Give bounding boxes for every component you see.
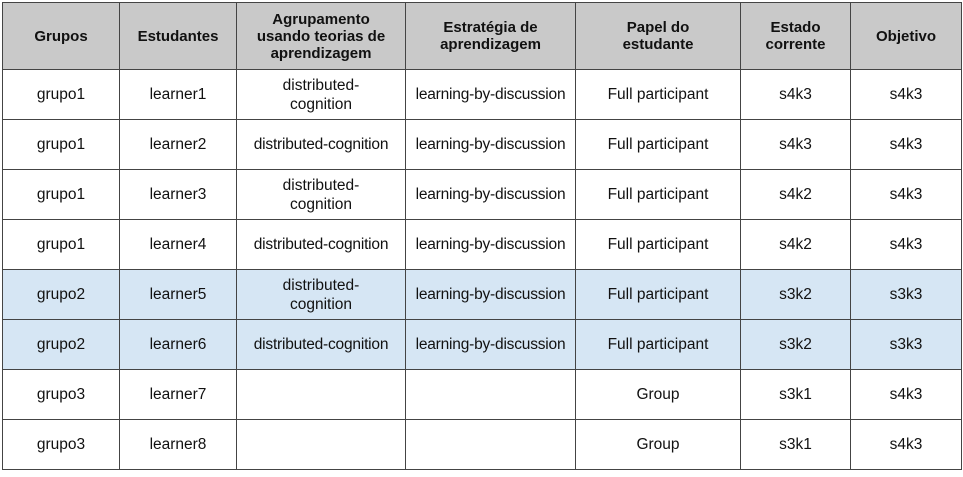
cell-estudante: learner7 xyxy=(119,369,237,420)
cell-objetivo: s4k3 xyxy=(850,69,962,120)
cell-estudante: learner5 xyxy=(119,269,237,320)
cell-estrategia: learning-by-discussion xyxy=(405,69,576,120)
header-objetivo: Objetivo xyxy=(850,2,962,70)
cell-estado: s3k1 xyxy=(740,369,851,420)
cell-grupo: grupo2 xyxy=(2,269,120,320)
header-estado: Estado corrente xyxy=(740,2,851,70)
cell-estudante: learner3 xyxy=(119,169,237,220)
cell-objetivo: s4k3 xyxy=(850,219,962,270)
cell-estrategia xyxy=(405,369,576,420)
header-row: Grupos Estudantes Agrupamento usando teo… xyxy=(2,2,962,70)
cell-estudante: learner4 xyxy=(119,219,237,270)
cell-estrategia: learning-by-discussion xyxy=(405,219,576,270)
cell-estado: s4k3 xyxy=(740,69,851,120)
cell-estrategia: learning-by-discussion xyxy=(405,119,576,170)
cell-grupo: grupo1 xyxy=(2,219,120,270)
cell-papel: Full participant xyxy=(575,219,741,270)
cell-grupo: grupo1 xyxy=(2,119,120,170)
cell-papel: Full participant xyxy=(575,169,741,220)
cell-papel: Full participant xyxy=(575,69,741,120)
cell-agrupamento xyxy=(236,369,406,420)
cell-estudante: learner2 xyxy=(119,119,237,170)
header-grupos: Grupos xyxy=(2,2,120,70)
table-row-highlighted: grupo2 learner5 distributed-cognition le… xyxy=(2,269,962,320)
table-header: Grupos Estudantes Agrupamento usando teo… xyxy=(2,2,962,70)
header-estudantes: Estudantes xyxy=(119,2,237,70)
cell-estrategia: learning-by-discussion xyxy=(405,169,576,220)
cell-grupo: grupo1 xyxy=(2,169,120,220)
cell-objetivo: s4k3 xyxy=(850,119,962,170)
cell-grupo: grupo3 xyxy=(2,369,120,420)
header-estrategia: Estratégia de aprendizagem xyxy=(405,2,576,70)
cell-grupo: grupo1 xyxy=(2,69,120,120)
cell-objetivo: s4k3 xyxy=(850,419,962,470)
cell-estrategia: learning-by-discussion xyxy=(405,269,576,320)
cell-papel: Group xyxy=(575,419,741,470)
table-row: grupo1 learner4 distributed-cognition le… xyxy=(2,219,962,270)
cell-estado: s4k2 xyxy=(740,169,851,220)
cell-estado: s3k1 xyxy=(740,419,851,470)
cell-objetivo: s4k3 xyxy=(850,369,962,420)
header-papel: Papel do estudante xyxy=(575,2,741,70)
cell-estado: s4k2 xyxy=(740,219,851,270)
table-row: grupo1 learner2 distributed-cognition le… xyxy=(2,119,962,170)
cell-grupo: grupo3 xyxy=(2,419,120,470)
cell-agrupamento: distributed-cognition xyxy=(236,319,406,370)
cell-agrupamento: distributed-cognition xyxy=(236,169,406,220)
cell-estado: s4k3 xyxy=(740,119,851,170)
cell-agrupamento: distributed-cognition xyxy=(236,219,406,270)
table-row: grupo3 learner7 Group s3k1 s4k3 xyxy=(2,369,962,420)
cell-agrupamento: distributed-cognition xyxy=(236,69,406,120)
cell-agrupamento: distributed-cognition xyxy=(236,119,406,170)
students-table: Grupos Estudantes Agrupamento usando teo… xyxy=(2,2,962,470)
cell-estrategia xyxy=(405,419,576,470)
table-row: grupo1 learner3 distributed-cognition le… xyxy=(2,169,962,220)
cell-estado: s3k2 xyxy=(740,269,851,320)
cell-estudante: learner8 xyxy=(119,419,237,470)
cell-papel: Group xyxy=(575,369,741,420)
cell-estudante: learner6 xyxy=(119,319,237,370)
table-row: grupo3 learner8 Group s3k1 s4k3 xyxy=(2,419,962,470)
cell-grupo: grupo2 xyxy=(2,319,120,370)
cell-objetivo: s3k3 xyxy=(850,269,962,320)
cell-objetivo: s3k3 xyxy=(850,319,962,370)
cell-estrategia: learning-by-discussion xyxy=(405,319,576,370)
cell-estudante: learner1 xyxy=(119,69,237,120)
cell-papel: Full participant xyxy=(575,119,741,170)
cell-agrupamento: distributed-cognition xyxy=(236,269,406,320)
cell-agrupamento xyxy=(236,419,406,470)
cell-estado: s3k2 xyxy=(740,319,851,370)
header-agrupamento: Agrupamento usando teorias de aprendizag… xyxy=(236,2,406,70)
cell-objetivo: s4k3 xyxy=(850,169,962,220)
cell-papel: Full participant xyxy=(575,319,741,370)
table-body: grupo1 learner1 distributed-cognition le… xyxy=(2,69,962,470)
cell-papel: Full participant xyxy=(575,269,741,320)
table-row-highlighted: grupo2 learner6 distributed-cognition le… xyxy=(2,319,962,370)
table-row: grupo1 learner1 distributed-cognition le… xyxy=(2,69,962,120)
